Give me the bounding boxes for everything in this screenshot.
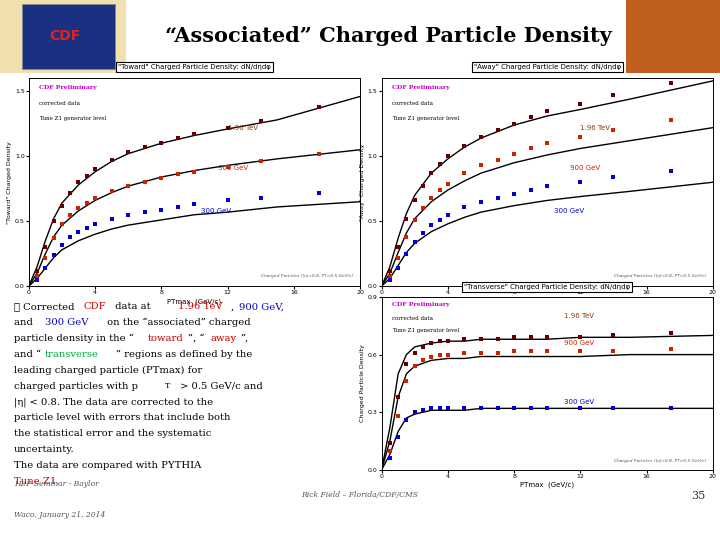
Text: 300 GeV: 300 GeV xyxy=(554,208,584,214)
Text: Tune Z1.: Tune Z1. xyxy=(14,477,59,486)
Text: ”, “: ”, “ xyxy=(189,334,205,343)
Text: “Associated” Charged Particle Density: “Associated” Charged Particle Density xyxy=(166,26,612,46)
Text: charged particles with p: charged particles with p xyxy=(14,382,138,390)
Text: Charged Particles (|η|<0.8, PT>0.5 GeV/c): Charged Particles (|η|<0.8, PT>0.5 GeV/c… xyxy=(261,274,354,278)
Text: corrected data: corrected data xyxy=(392,316,433,321)
Text: CDF Preliminary: CDF Preliminary xyxy=(39,85,96,90)
Bar xyxy=(22,4,115,69)
X-axis label: PTmax  (GeV/c): PTmax (GeV/c) xyxy=(520,298,575,305)
Text: Waco, January 21, 2014: Waco, January 21, 2014 xyxy=(14,510,106,518)
Text: away: away xyxy=(211,334,237,343)
Text: 900 GeV: 900 GeV xyxy=(217,165,248,171)
Text: toward: toward xyxy=(148,334,184,343)
Text: Charged Particles (|η|<0.8, PT>0.5 GeV/c): Charged Particles (|η|<0.8, PT>0.5 GeV/c… xyxy=(614,274,706,278)
Text: and: and xyxy=(14,318,36,327)
X-axis label: PTmax  (GeV/c): PTmax (GeV/c) xyxy=(167,298,222,305)
Text: |η| < 0.8. The data are corrected to the: |η| < 0.8. The data are corrected to the xyxy=(14,397,213,407)
Text: particle density in the “: particle density in the “ xyxy=(14,334,134,343)
Text: Tune Z1 generator level: Tune Z1 generator level xyxy=(392,328,459,333)
Text: 35: 35 xyxy=(691,491,706,501)
Text: 300 GeV: 300 GeV xyxy=(564,399,594,405)
Text: The data are compared with PYTHIA: The data are compared with PYTHIA xyxy=(14,461,201,470)
Text: on the “associated” charged: on the “associated” charged xyxy=(104,318,251,327)
Text: CDF: CDF xyxy=(84,302,106,311)
Text: uncertainty.: uncertainty. xyxy=(14,446,74,454)
Y-axis label: Charged Particle Density: Charged Particle Density xyxy=(360,345,365,422)
Text: corrected data: corrected data xyxy=(39,101,80,106)
Text: transverse: transverse xyxy=(45,350,99,359)
Y-axis label: "Toward" Charged Density: "Toward" Charged Density xyxy=(7,141,12,224)
Text: "Transverse" Charged Particle Density: dN/dηdφ: "Transverse" Charged Particle Density: d… xyxy=(464,284,630,290)
Text: particle level with errors that include both: particle level with errors that include … xyxy=(14,414,230,422)
Bar xyxy=(0,0,126,73)
Text: CDF Preliminary: CDF Preliminary xyxy=(392,85,449,90)
Text: 900 GeV: 900 GeV xyxy=(564,340,594,346)
X-axis label: PTmax  (GeV/c): PTmax (GeV/c) xyxy=(520,482,575,488)
Text: ” regions as defined by the: ” regions as defined by the xyxy=(117,350,253,359)
Text: "Away" Charged Particle Density: dN/dηdφ: "Away" Charged Particle Density: dN/dηdφ xyxy=(474,64,621,70)
Text: Tune Z1 generator level: Tune Z1 generator level xyxy=(392,116,459,121)
Text: HEP Seminar - Baylor: HEP Seminar - Baylor xyxy=(14,481,99,488)
Text: 1.96 TeV: 1.96 TeV xyxy=(564,313,594,319)
Text: CDF Preliminary: CDF Preliminary xyxy=(392,302,449,307)
Text: ”,: ”, xyxy=(240,334,249,343)
Text: ,: , xyxy=(231,302,237,311)
Text: Rick Field – Florida/CDF/CMS: Rick Field – Florida/CDF/CMS xyxy=(302,491,418,499)
Text: corrected data: corrected data xyxy=(392,101,433,106)
Text: > 0.5 GeV/c and: > 0.5 GeV/c and xyxy=(177,382,263,390)
Bar xyxy=(626,0,720,73)
Text: 1.96 TeV: 1.96 TeV xyxy=(178,302,222,311)
Y-axis label: "Away" Charged Density: "Away" Charged Density xyxy=(360,144,365,221)
Text: 300 GeV: 300 GeV xyxy=(201,208,231,214)
Text: 900 GeV: 900 GeV xyxy=(570,165,600,171)
Text: CDF: CDF xyxy=(49,30,81,43)
Text: "Toward" Charged Particle Density: dN/dηdφ: "Toward" Charged Particle Density: dN/dη… xyxy=(118,64,271,70)
Text: 300 GeV: 300 GeV xyxy=(45,318,88,327)
Text: Tune Z1 generator level: Tune Z1 generator level xyxy=(39,116,106,121)
Text: the statistical error and the systematic: the statistical error and the systematic xyxy=(14,429,211,438)
Text: data at: data at xyxy=(112,302,153,311)
Text: 1.96 TeV: 1.96 TeV xyxy=(580,125,611,131)
Text: leading charged particle (PTmax) for: leading charged particle (PTmax) for xyxy=(14,366,202,375)
Text: 900 GeV,: 900 GeV, xyxy=(239,302,284,311)
Text: Charged Particles (|η|<0.8, PT>0.5 GeV/c): Charged Particles (|η|<0.8, PT>0.5 GeV/c… xyxy=(614,459,706,463)
Text: and “: and “ xyxy=(14,350,41,359)
Text: T: T xyxy=(165,382,170,390)
Text: ☘ Corrected: ☘ Corrected xyxy=(14,302,78,311)
Text: 1.96 TeV: 1.96 TeV xyxy=(228,125,258,131)
